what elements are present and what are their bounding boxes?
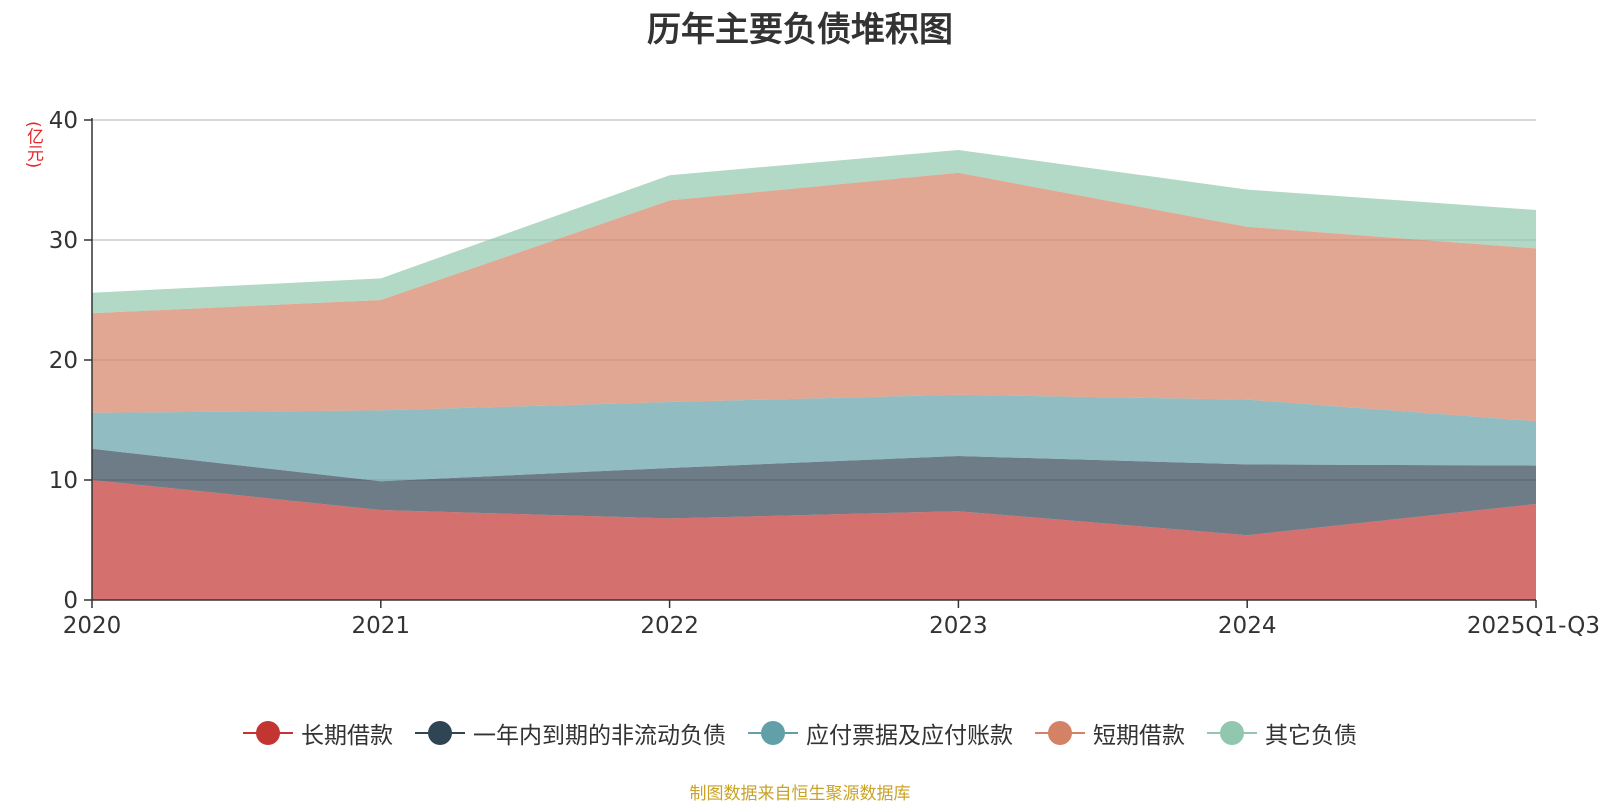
legend-marker-icon [415,720,465,746]
chart-title: 历年主要负债堆积图 [647,10,953,50]
legend-item-4[interactable]: 其它负债 [1207,716,1357,750]
legend-label: 应付票据及应付账款 [806,723,1013,749]
y-tick-label: 30 [49,228,78,254]
legend-item-2[interactable]: 应付票据及应付账款 [748,716,1013,750]
legend-marker-icon [1207,720,1257,746]
axes: 0 10 20 30 40 2020 2021 2022 2023 2024 2025Q1-Q3 [49,108,1600,639]
legend: 长期借款 一年内到期的非流动负债 应付票据及应付账款 短期借款 其它负债 [0,716,1600,750]
source-note: 制图数据来自恒生聚源数据库 [689,784,911,804]
legend-item-3[interactable]: 短期借款 [1035,716,1185,750]
legend-item-0[interactable]: 长期借款 [243,716,393,750]
legend-label: 长期借款 [301,723,393,749]
area-series [92,150,1536,600]
y-axis-unit-label: (亿元) [23,121,43,169]
legend-marker-icon [1035,720,1085,746]
legend-item-1[interactable]: 一年内到期的非流动负债 [415,716,726,750]
x-tick-label: 2021 [352,613,411,639]
x-tick-label: 2020 [63,613,122,639]
y-tick-label: 10 [49,468,78,494]
area-series-2[interactable] [92,394,1536,482]
y-tick-label: 0 [63,588,78,614]
area-series-1[interactable] [92,448,1536,536]
y-tick-label: 40 [49,108,78,134]
x-tick-label: 2024 [1218,613,1277,639]
x-tick-label: 2022 [640,613,699,639]
legend-marker-icon [748,720,798,746]
legend-marker-icon [243,720,293,746]
x-tick-label: 2025Q1-Q3 [1467,613,1600,639]
area-series-4[interactable] [92,150,1536,314]
x-tick-label: 2023 [929,613,988,639]
legend-label: 一年内到期的非流动负债 [473,723,726,749]
area-series-3[interactable] [92,172,1536,422]
legend-label: 短期借款 [1093,723,1185,749]
legend-label: 其它负债 [1265,723,1357,749]
area-series-0[interactable] [92,480,1536,600]
y-tick-label: 20 [49,348,78,374]
